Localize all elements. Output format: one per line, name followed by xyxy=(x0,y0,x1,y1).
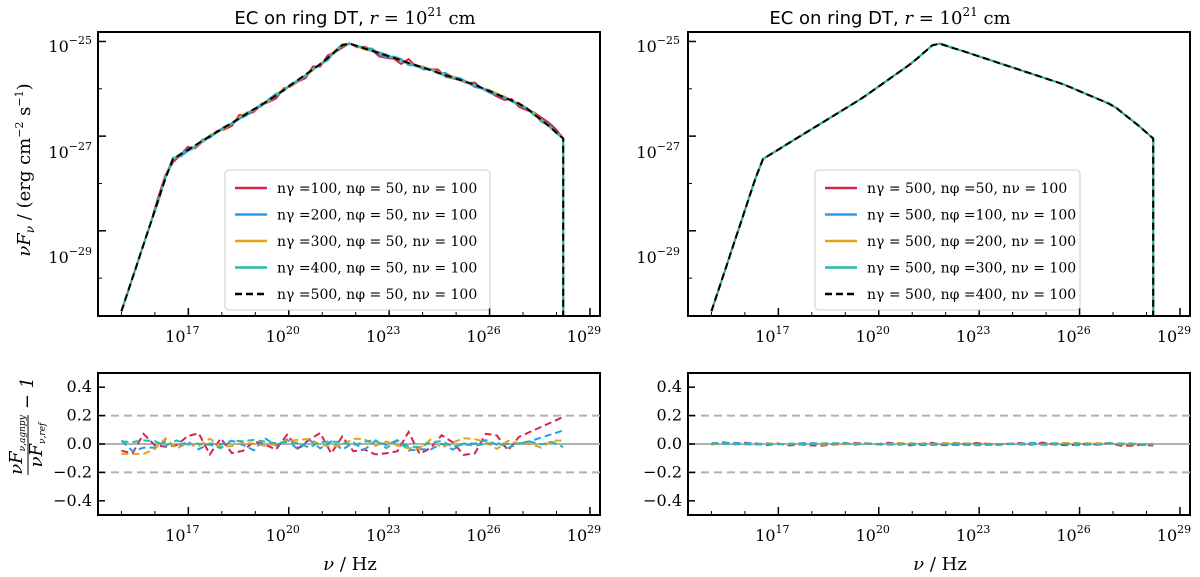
xlabel-bottom-left: ν / Hz xyxy=(323,554,377,575)
xtick-label: 1023 xyxy=(366,523,400,545)
svg-text:νFν,agnpy: νFν,agnpy xyxy=(6,414,28,474)
ytick-tl-2: 10−27 xyxy=(48,140,92,162)
legend-box xyxy=(814,169,1081,311)
ytick-label: 0.2 xyxy=(657,406,682,425)
xtick-label: 1026 xyxy=(466,324,500,346)
ytick-label: 0.4 xyxy=(67,377,92,396)
xtick-label: 1020 xyxy=(856,324,890,346)
legend-entry: nγ =500, nφ = 50, nν = 100 xyxy=(277,287,477,303)
svg-text:νFν,ref: νFν,ref xyxy=(26,421,48,467)
ytick-tr-2: 10−27 xyxy=(636,140,680,162)
ytick-tr-3: 10−29 xyxy=(636,245,680,267)
legend-entry: nγ = 500, nφ =50, nν = 100 xyxy=(867,181,1067,197)
title-prefix: EC on ring DT, xyxy=(234,8,369,29)
ytick-label: −0.4 xyxy=(53,491,92,510)
legend-box xyxy=(224,169,491,311)
xtick-label: 1023 xyxy=(956,523,990,545)
xtick-label: 1020 xyxy=(856,523,890,545)
ytick-label: 0.0 xyxy=(657,434,682,453)
residual-line-3 xyxy=(711,442,1154,446)
ytick-tr-1: 10−25 xyxy=(636,34,680,56)
panel-top-right: EC on ring DT, r = 1021 cm 1017 1020 1023 1… xyxy=(636,5,1191,346)
panel-top-left: EC on ring DT, r = 1021 cm 1017 1020 1023 1… xyxy=(13,5,601,346)
xtick-label: 1017 xyxy=(165,324,199,346)
xtick-label: 1020 xyxy=(266,324,300,346)
ytick-label: 0.2 xyxy=(67,406,92,425)
residual-line-2 xyxy=(121,437,564,455)
panel-bottom-left: 0.4 0.2 0.0 −0.2 −0.4 1017 1020 1023 1026 1029 ν … xyxy=(6,372,601,575)
xtick-label: 1017 xyxy=(165,523,199,545)
legend-entry: nγ = 500, nφ =400, nν = 100 xyxy=(867,287,1076,303)
xtick-label: 1017 xyxy=(755,523,789,545)
xtick-label: 1026 xyxy=(1056,523,1090,545)
title-top-left: EC on ring DT, r = 1021 cm xyxy=(234,5,475,29)
panel-bottom-right: 0.4 0.2 0.0 −0.2 −0.4 1017 1020 1023 1026 1029 ν … xyxy=(643,372,1191,575)
xtick-label: 1023 xyxy=(366,324,400,346)
ytick-tl-3: 10−29 xyxy=(48,245,92,267)
xtick-label: 1029 xyxy=(1157,324,1191,346)
residual-line-0 xyxy=(121,416,564,457)
series-line-4 xyxy=(710,42,1155,316)
xtick-label: 1020 xyxy=(266,523,300,545)
ylabel-top-left: νFν / (erg cm−2 s−1) xyxy=(13,83,37,256)
title-top-right: EC on ring DT, r = 1021 cm xyxy=(769,5,1010,29)
xtick-label: 1023 xyxy=(956,324,990,346)
legend-entry: nγ = 500, nφ =200, nν = 100 xyxy=(867,234,1076,250)
ytick-tl-1: 10−25 xyxy=(48,34,92,56)
svg-text:− 1: − 1 xyxy=(17,377,38,409)
series-line-4 xyxy=(120,42,565,316)
xtick-label: 1017 xyxy=(755,324,789,346)
plot-frame xyxy=(687,31,1191,317)
legend-entry: nγ = 500, nφ =100, nν = 100 xyxy=(867,208,1076,224)
xlabel-bottom-right: ν / Hz xyxy=(913,554,967,575)
legend-entry: nγ =100, nφ = 50, nν = 100 xyxy=(277,181,477,197)
ytick-label: −0.4 xyxy=(643,491,682,510)
ytick-label: 0.4 xyxy=(657,377,682,396)
plot-frame xyxy=(97,31,601,317)
xtick-label: 1026 xyxy=(1056,324,1090,346)
ytick-label: 0.0 xyxy=(67,434,92,453)
legend-entry: nγ =200, nφ = 50, nν = 100 xyxy=(277,208,477,224)
ylabel-bottom-left: νFν,agnpy νFν,ref − 1 xyxy=(6,377,48,475)
xtick-label: 1029 xyxy=(1157,523,1191,545)
xtick-label: 1029 xyxy=(567,324,601,346)
legend-entry: nγ =400, nφ = 50, nν = 100 xyxy=(277,261,477,277)
legend-entry: nγ = 500, nφ =300, nν = 100 xyxy=(867,261,1076,277)
legend-entry: nγ =300, nφ = 50, nν = 100 xyxy=(277,234,477,250)
residual-line-3 xyxy=(121,438,564,450)
xtick-label: 1026 xyxy=(466,523,500,545)
ytick-label: −0.2 xyxy=(643,462,682,481)
ytick-label: −0.2 xyxy=(53,462,92,481)
xtick-label: 1029 xyxy=(567,523,601,545)
